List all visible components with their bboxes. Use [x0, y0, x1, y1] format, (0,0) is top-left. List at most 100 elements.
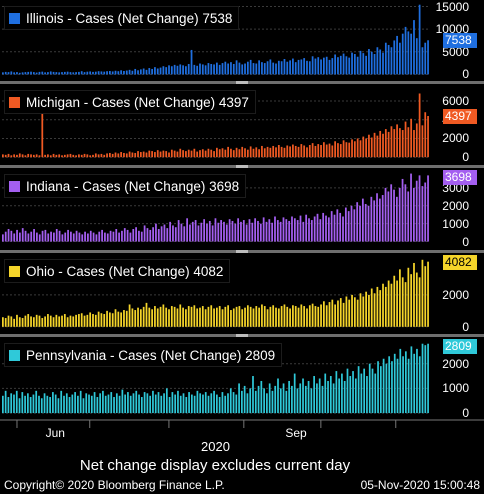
bar: [399, 348, 402, 414]
bar: [109, 312, 111, 327]
bar: [243, 385, 246, 414]
last-value-badge: 7538: [443, 33, 477, 49]
bar: [318, 378, 321, 414]
bar: [156, 308, 159, 327]
bar: [266, 146, 269, 158]
bar: [263, 306, 266, 327]
bar: [182, 150, 184, 158]
panel-divider-grip[interactable]: [236, 250, 248, 253]
bar: [321, 385, 324, 414]
bar: [359, 50, 362, 75]
bar: [238, 306, 241, 327]
bar: [413, 130, 415, 158]
bar: [94, 153, 97, 158]
bar: [308, 305, 311, 327]
bar: [196, 65, 199, 75]
bar: [285, 219, 288, 242]
bar: [162, 66, 165, 75]
bar: [157, 229, 160, 242]
bar: [4, 154, 7, 158]
bar: [277, 308, 280, 327]
bar: [390, 283, 393, 327]
bar: [27, 314, 30, 327]
bar: [154, 152, 156, 158]
bar: [320, 59, 322, 75]
bar: [52, 392, 54, 414]
copyright: Copyright© 2020 Bloomberg Finance L.P.: [4, 478, 225, 492]
bar: [13, 318, 16, 327]
bar: [52, 317, 55, 327]
bar: [376, 193, 378, 242]
bar: [275, 307, 277, 327]
panel-divider-grip[interactable]: [236, 334, 248, 337]
bar: [86, 71, 89, 75]
bar: [35, 154, 38, 158]
bar: [364, 203, 367, 242]
bar: [259, 223, 262, 242]
bar: [292, 144, 294, 158]
panel-divider-grip[interactable]: [236, 165, 248, 168]
bar: [137, 307, 139, 327]
bar: [291, 216, 293, 242]
bar: [427, 261, 429, 327]
bar: [345, 56, 348, 75]
bar: [303, 145, 306, 158]
bar: [306, 147, 308, 158]
bar: [218, 306, 221, 327]
bar: [117, 71, 120, 75]
bar: [334, 54, 337, 75]
bar: [235, 306, 238, 327]
bar: [348, 57, 351, 75]
bar: [333, 214, 336, 242]
bar: [190, 150, 193, 158]
bar: [311, 143, 314, 158]
bar: [252, 376, 254, 414]
bar: [104, 232, 106, 242]
bar: [41, 113, 44, 158]
bar: [227, 146, 230, 158]
bar: [32, 317, 35, 327]
bar: [365, 138, 367, 158]
bar: [345, 296, 348, 327]
bar: [294, 145, 297, 158]
bar: [188, 392, 190, 414]
panel-divider-grip[interactable]: [236, 81, 248, 84]
bar: [7, 397, 10, 414]
panel-title-michigan[interactable]: Michigan - Cases (Net Change) 4397: [4, 90, 256, 114]
bar: [323, 142, 325, 158]
bar: [2, 72, 4, 75]
bar: [129, 395, 132, 414]
bar: [390, 126, 393, 158]
bar: [145, 69, 148, 75]
bar: [155, 223, 157, 242]
bar: [100, 71, 103, 75]
bar: [111, 153, 114, 158]
bar: [228, 219, 231, 242]
panel-title-illinois[interactable]: Illinois - Cases (Net Change) 7538: [4, 6, 240, 30]
bar: [263, 148, 266, 158]
panel-title-indiana[interactable]: Indiana - Cases (Net Change) 3698: [4, 174, 247, 198]
bar: [221, 309, 224, 327]
bar: [10, 316, 13, 327]
bar: [49, 397, 51, 414]
bar: [283, 147, 286, 158]
bar: [407, 31, 410, 75]
bar: [168, 65, 170, 75]
bar: [165, 388, 168, 414]
bar: [368, 294, 370, 327]
bar: [47, 233, 50, 242]
bar: [255, 147, 258, 158]
bar: [337, 57, 339, 75]
bar: [4, 390, 7, 414]
bar: [311, 303, 314, 327]
bar: [258, 149, 260, 158]
panel-title-ohio[interactable]: Ohio - Cases (Net Change) 4082: [4, 259, 231, 283]
bar: [135, 390, 138, 414]
panel-title-pennsylvania[interactable]: Pennsylvania - Cases (Net Change) 2809: [4, 343, 283, 367]
bar: [324, 373, 327, 414]
bar: [78, 71, 80, 75]
bar: [353, 141, 356, 158]
bar: [227, 393, 229, 414]
bar: [401, 277, 404, 327]
bar: [35, 390, 38, 414]
